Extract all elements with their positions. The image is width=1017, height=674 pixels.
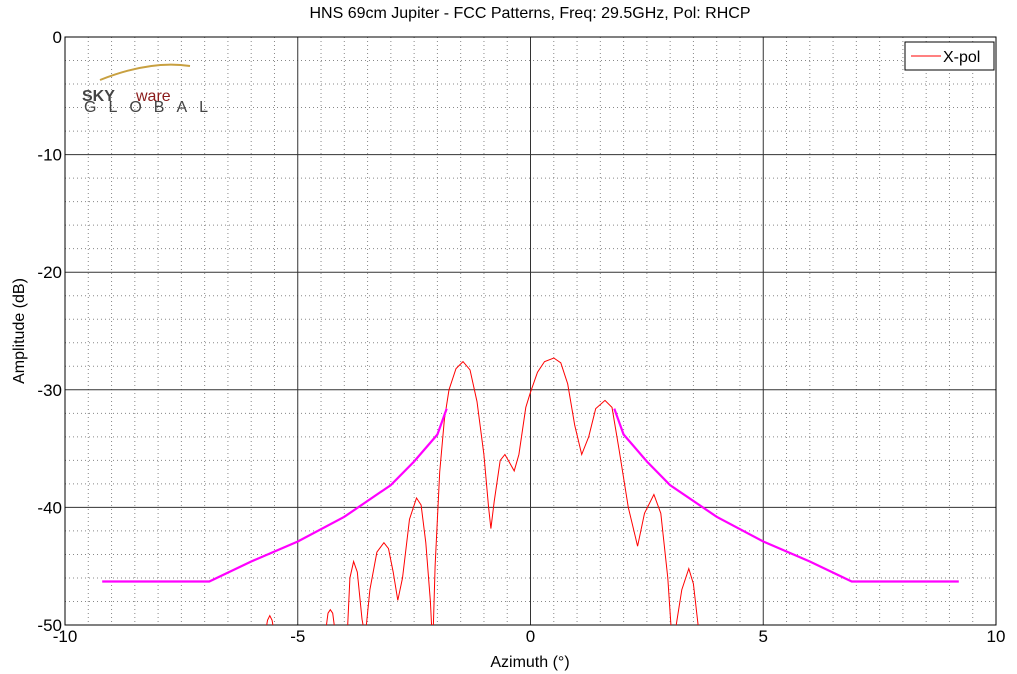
chart-title: HNS 69cm Jupiter - FCC Patterns, Freq: 2… — [309, 5, 750, 22]
logo-global: GLOBAL — [84, 99, 220, 116]
y-tick-label: -40 — [37, 498, 62, 517]
x-axis-label: Azimuth (°) — [490, 654, 569, 671]
series-line — [613, 408, 959, 583]
y-axis-label: Amplitude (dB) — [11, 278, 28, 384]
y-tick-label: -50 — [37, 616, 62, 635]
series-line — [102, 408, 448, 583]
legend-label: X-pol — [943, 49, 980, 66]
logo-swoosh — [99, 63, 191, 81]
y-tick-label: -30 — [37, 381, 62, 400]
x-tick-label: -10 — [53, 627, 78, 646]
series-line — [266, 357, 699, 625]
y-tick-label: -20 — [37, 263, 62, 282]
x-tick-label: -5 — [290, 627, 305, 646]
x-tick-label: 10 — [987, 627, 1006, 646]
logo-sky: SKY — [82, 88, 115, 105]
logo-ware: ware — [135, 88, 171, 105]
plot-frame — [64, 36, 997, 626]
x-tick-label: 5 — [759, 627, 768, 646]
y-tick-label: 0 — [53, 28, 62, 47]
x-tick-label: 0 — [526, 627, 535, 646]
y-tick-label: -10 — [37, 146, 62, 165]
logo: SKY ware GLOBAL — [82, 63, 220, 116]
plot-lines — [102, 357, 959, 625]
